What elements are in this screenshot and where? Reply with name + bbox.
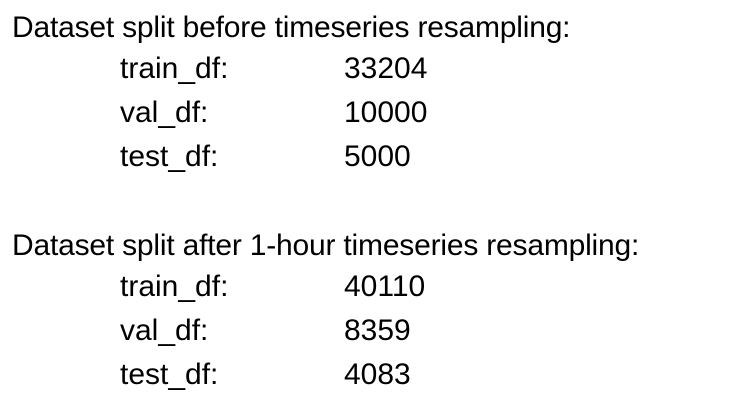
- split-row-train: train_df: 40110: [12, 265, 732, 309]
- split-row-train: train_df: 33204: [12, 47, 732, 91]
- split-label: test_df:: [120, 140, 219, 173]
- split-before-section: Dataset split before timeseries resampli…: [12, 10, 732, 179]
- split-label: val_df:: [120, 96, 209, 129]
- split-value: 8359: [344, 314, 411, 347]
- split-before-rows: train_df: 33204 val_df: 10000 test_df: 5…: [12, 47, 732, 179]
- split-value: 5000: [344, 140, 411, 173]
- split-value: 10000: [344, 96, 428, 129]
- split-value: 40110: [344, 270, 426, 303]
- split-value: 33204: [344, 52, 428, 85]
- split-before-heading: Dataset split before timeseries resampli…: [12, 11, 571, 44]
- split-label: val_df:: [120, 314, 209, 347]
- split-after-rows: train_df: 40110 val_df: 8359 test_df: 40…: [12, 265, 732, 397]
- split-row-val: val_df: 10000: [12, 91, 732, 135]
- split-after-section: Dataset split after 1-hour timeseries re…: [12, 228, 732, 397]
- split-row-val: val_df: 8359: [12, 309, 732, 353]
- split-after-heading: Dataset split after 1-hour timeseries re…: [12, 229, 640, 262]
- split-label: train_df:: [120, 52, 229, 85]
- split-label: test_df:: [120, 358, 219, 391]
- split-row-test: test_df: 5000: [12, 135, 732, 179]
- split-label: train_df:: [120, 270, 229, 303]
- split-value: 4083: [344, 358, 411, 391]
- split-row-test: test_df: 4083: [12, 353, 732, 397]
